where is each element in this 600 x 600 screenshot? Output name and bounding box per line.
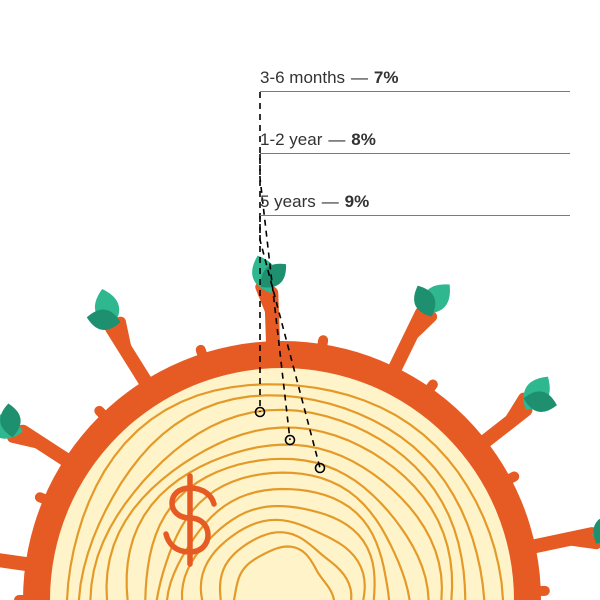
callout-underline	[260, 215, 570, 216]
callout-rate: 9%	[345, 192, 370, 211]
callout-text: 1-2 year—8%	[260, 130, 376, 150]
callout-underline	[260, 91, 570, 92]
callout-rate: 8%	[351, 130, 376, 149]
callout-text: 5 years—9%	[260, 192, 369, 212]
callout-months-3-6: 3-6 months—7%	[260, 66, 570, 92]
callout-years-5: 5 years—9%	[260, 190, 570, 216]
callout-term: 1-2 year	[260, 130, 322, 149]
callout-year-1-2: 1-2 year—8%	[260, 128, 570, 154]
callout-rate: 7%	[374, 68, 399, 87]
callout-term: 5 years	[260, 192, 316, 211]
callout-text: 3-6 months—7%	[260, 68, 399, 88]
callout-underline	[260, 153, 570, 154]
callout-term: 3-6 months	[260, 68, 345, 87]
